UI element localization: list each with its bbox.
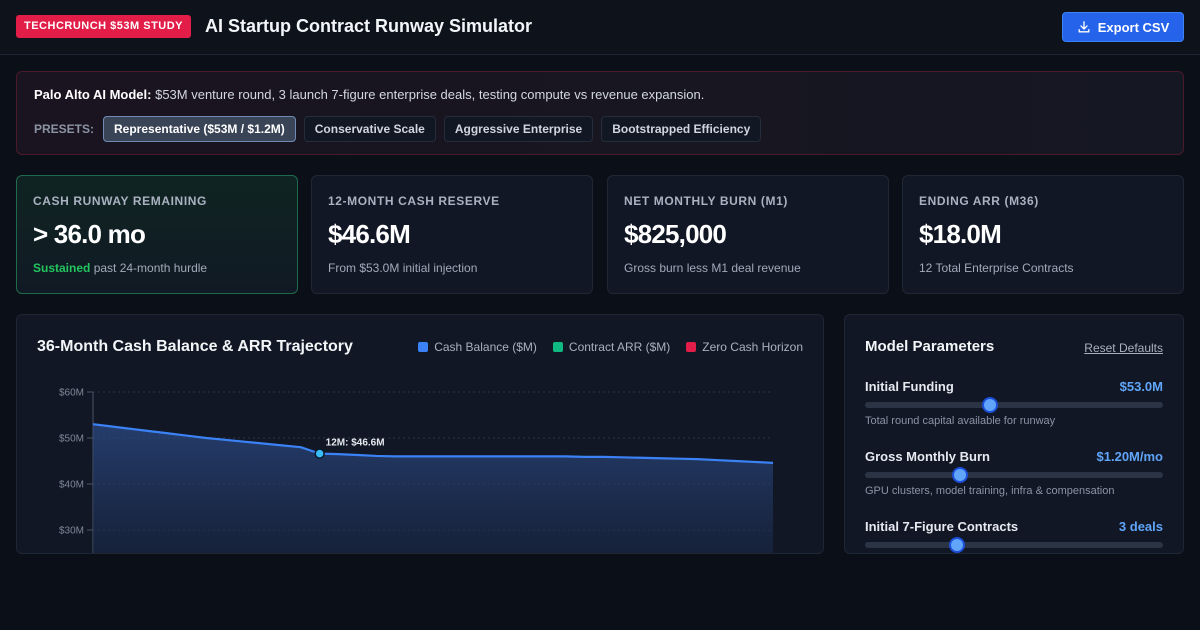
initial-funding-slider[interactable] [865, 397, 1163, 413]
kpi-12-month-reserve: 12-MONTH CASH RESERVE $46.6M From $53.0M… [311, 175, 593, 294]
slider-thumb[interactable] [982, 397, 999, 413]
cash-12m-marker [314, 448, 325, 459]
kpi-subtext: 12 Total Enterprise Contracts [919, 261, 1074, 275]
param-value: $53.0M [1119, 379, 1163, 394]
chart-card: 36-Month Cash Balance & ARR Trajectory C… [16, 314, 824, 554]
scenario-banner: Palo Alto AI Model: $53M venture round, … [16, 71, 1184, 155]
kpi-label: NET MONTHLY BURN (M1) [624, 194, 788, 208]
legend-label: Contract ARR ($M) [568, 340, 671, 354]
reset-defaults-link[interactable]: Reset Defaults [1084, 341, 1163, 355]
scenario-description: Palo Alto AI Model: $53M venture round, … [34, 87, 704, 102]
chart-legend: Cash Balance ($M) Contract ARR ($M) Zero… [418, 340, 803, 354]
y-tick-label: $40M [59, 480, 84, 491]
legend-item-zero-cash: Zero Cash Horizon [686, 340, 803, 354]
preset-aggressive-enterprise[interactable]: Aggressive Enterprise [443, 116, 594, 142]
chart-title: 36-Month Cash Balance & ARR Trajectory [37, 338, 353, 355]
presets-group: PRESETS: Representative ($53M / $1.2M) C… [34, 116, 762, 142]
kpi-value: $825,000 [624, 219, 727, 249]
study-badge: TECHCRUNCH $53M STUDY [16, 15, 192, 38]
param-description: Total round capital available for runway [865, 415, 1056, 427]
kpi-subtext: From $53.0M initial injection [328, 261, 478, 275]
legend-item-contract-arr: Contract ARR ($M) [552, 340, 671, 354]
download-icon [1078, 21, 1090, 33]
export-csv-label: Export CSV [1097, 19, 1170, 35]
kpi-value: $46.6M [328, 219, 411, 249]
legend-swatch [418, 342, 429, 352]
param-label: Initial Funding [865, 379, 954, 394]
chart-plot: $30M $40M $50M $60M 12M: $46.6M [59, 388, 774, 553]
legend-label: Zero Cash Horizon [702, 340, 803, 354]
status-sustained: Sustained [33, 261, 91, 275]
param-description: GPU clusters, model training, infra & co… [865, 485, 1115, 497]
preset-bootstrapped-efficiency[interactable]: Bootstrapped Efficiency [601, 116, 762, 142]
app-title: AI Startup Contract Runway Simulator [205, 16, 533, 36]
param-value: 3 deals [1118, 519, 1163, 534]
y-tick-label: $60M [59, 388, 84, 399]
kpi-label: 12-MONTH CASH RESERVE [328, 194, 500, 208]
kpi-subtext: Sustained past 24-month hurdle [33, 261, 207, 275]
legend-label: Cash Balance ($M) [434, 340, 537, 354]
scenario-text: $53M venture round, 3 launch 7-figure en… [151, 87, 705, 102]
kpi-value: $18.0M [919, 219, 1002, 249]
preset-conservative-scale[interactable]: Conservative Scale [303, 116, 436, 142]
scenario-lead: Palo Alto AI Model: [34, 87, 152, 102]
legend-swatch [686, 342, 697, 352]
kpi-label: ENDING ARR (M36) [919, 194, 1039, 208]
param-value: $1.20M/mo [1096, 449, 1163, 464]
kpi-subtext: Gross burn less M1 deal revenue [624, 261, 801, 275]
kpi-ending-arr: ENDING ARR (M36) $18.0M 12 Total Enterpr… [902, 175, 1184, 294]
export-csv-button[interactable]: Export CSV [1062, 12, 1184, 42]
params-title: Model Parameters [865, 338, 995, 355]
kpi-value: > 36.0 mo [33, 219, 146, 249]
slider-thumb[interactable] [952, 467, 969, 483]
y-tick-label: $50M [59, 434, 84, 445]
initial-contracts-slider[interactable] [865, 537, 1163, 553]
cash-balance-line [92, 423, 774, 464]
param-label: Initial 7-Figure Contracts [865, 519, 1019, 534]
param-label: Gross Monthly Burn [865, 449, 990, 464]
presets-label: PRESETS: [34, 122, 95, 136]
slider-thumb[interactable] [949, 537, 966, 553]
preset-representative[interactable]: Representative ($53M / $1.2M) [103, 116, 296, 142]
legend-swatch [552, 342, 563, 352]
top-bar: TECHCRUNCH $53M STUDY AI Startup Contrac… [0, 0, 1200, 55]
kpi-subtext-rest: past 24-month hurdle [90, 261, 208, 275]
cash-12m-annotation: 12M: $46.6M [326, 438, 385, 449]
legend-item-cash-balance: Cash Balance ($M) [418, 340, 537, 354]
kpi-cash-runway: CASH RUNWAY REMAINING > 36.0 mo Sustaine… [16, 175, 298, 294]
kpi-net-monthly-burn: NET MONTHLY BURN (M1) $825,000 Gross bur… [607, 175, 889, 294]
kpi-label: CASH RUNWAY REMAINING [33, 194, 207, 208]
y-tick-label: $30M [59, 526, 84, 537]
cash-balance-area [93, 424, 773, 553]
gross-monthly-burn-slider[interactable] [865, 467, 1163, 483]
model-parameters-panel: Model Parameters Reset Defaults Initial … [844, 314, 1184, 554]
